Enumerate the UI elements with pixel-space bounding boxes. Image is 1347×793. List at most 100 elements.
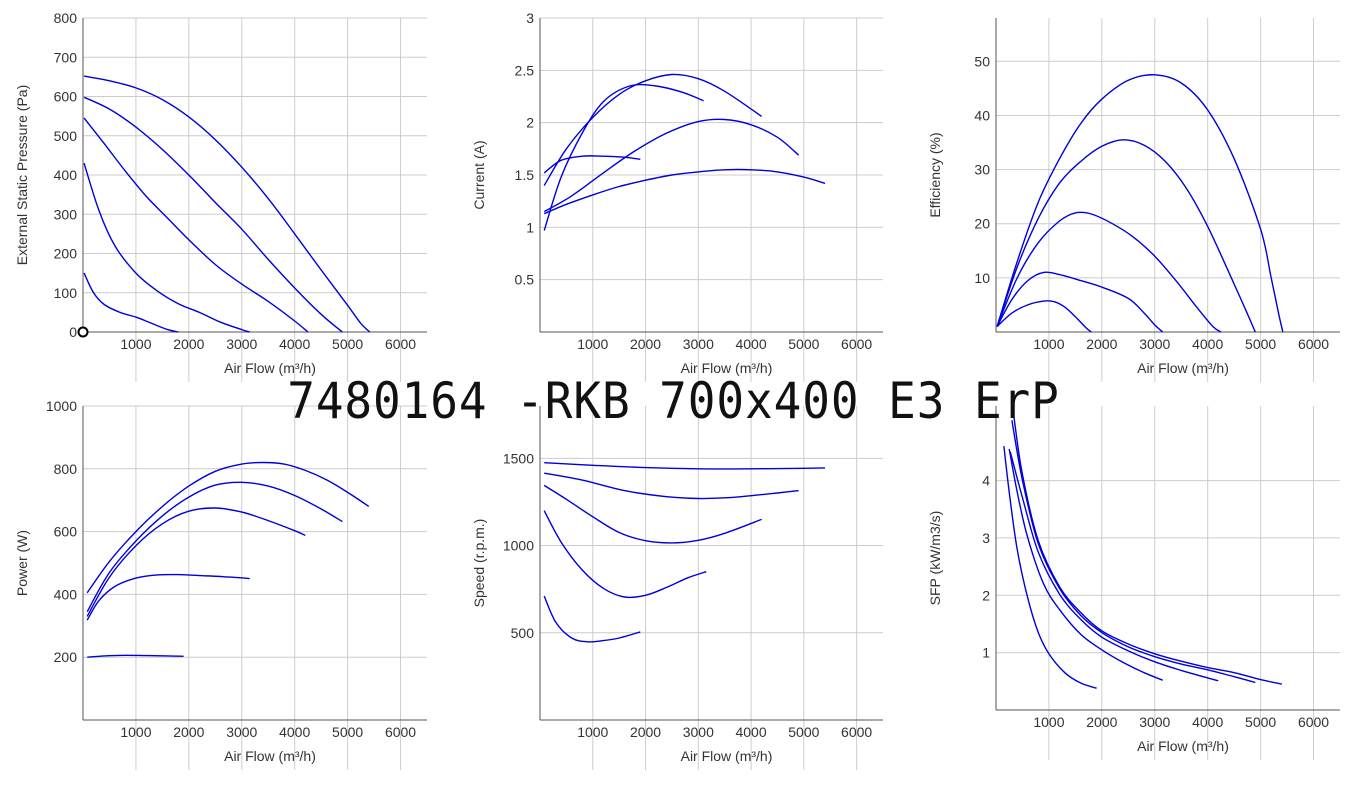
- x-axis-title: Air Flow (m³/h): [681, 360, 773, 376]
- series-line-3: [83, 117, 309, 333]
- chart-sfp: 1000 2000 3000 4000 5000 6000 1 2 3 4 Air Flow (m³…: [927, 406, 1340, 760]
- series-line-4: [1008, 448, 1163, 681]
- x-tick-label: 3000: [683, 336, 714, 352]
- series-line-4: [996, 271, 1164, 333]
- x-tick-label: 2000: [173, 336, 204, 352]
- x-tick-label: 5000: [1245, 714, 1276, 730]
- y-tick-label: 200: [54, 246, 78, 262]
- x-tick-label: 4000: [279, 336, 310, 352]
- series-line-1: [83, 75, 371, 333]
- y-tick-label: 400: [54, 167, 78, 183]
- chart-current: 1000 2000 3000 4000 5000 6000 0.5 1 1.5 2 2.5 3 Air …: [471, 10, 883, 382]
- x-tick-label: 6000: [385, 724, 416, 740]
- y-tick-label: 400: [54, 586, 78, 602]
- y-tick-label: 3: [526, 10, 534, 26]
- y-axis-title: Efficiency (%): [927, 132, 943, 217]
- y-axis-title: Power (W): [14, 530, 30, 596]
- x-tick-label: 2000: [630, 336, 661, 352]
- y-axis-title: External Static Pressure (Pa): [14, 85, 30, 266]
- x-tick-label: 4000: [1192, 336, 1223, 352]
- y-tick-label: 200: [54, 649, 78, 665]
- series-line-2: [83, 96, 343, 333]
- y-axis-title: Speed (r.p.m.): [471, 519, 487, 608]
- y-tick-label: 100: [54, 285, 78, 301]
- y-tick-label: 500: [54, 128, 78, 144]
- x-tick-label: 2000: [173, 724, 204, 740]
- series-line-3: [543, 73, 762, 186]
- y-axis-title: Current (A): [471, 140, 487, 209]
- y-axis-title: SFP (kW/m3/s): [927, 511, 943, 606]
- series-line-1: [996, 74, 1284, 333]
- series-line-2: [996, 139, 1256, 333]
- y-tick-label: 600: [54, 89, 78, 105]
- x-tick-label: 2000: [1086, 336, 1117, 352]
- y-tick-label: 1000: [503, 538, 534, 554]
- series-line-5: [996, 300, 1092, 333]
- x-tick-label: 1000: [120, 724, 151, 740]
- y-tick-label: 2.5: [515, 62, 535, 78]
- series-line-1: [544, 462, 826, 470]
- series-line-5: [543, 595, 641, 643]
- series-line-5: [87, 654, 184, 658]
- x-tick-label: 2000: [630, 724, 661, 740]
- y-tick-label: 700: [54, 49, 78, 65]
- x-axis-title: Air Flow (m³/h): [224, 748, 316, 764]
- x-tick-label: 6000: [1298, 714, 1329, 730]
- x-tick-label: 4000: [735, 724, 766, 740]
- x-tick-label: 6000: [841, 724, 872, 740]
- x-tick-label: 5000: [332, 724, 363, 740]
- y-tick-label: 1500: [503, 450, 534, 466]
- x-axis-title: Air Flow (m³/h): [1137, 360, 1229, 376]
- y-tick-label: 0.5: [515, 272, 535, 288]
- y-tick-label: 50: [974, 53, 990, 69]
- series-line-2: [1011, 420, 1256, 684]
- series-line-2: [543, 118, 800, 213]
- series-line-1: [543, 168, 826, 215]
- operating-point-marker: [77, 326, 89, 338]
- x-tick-label: 1000: [1033, 714, 1064, 730]
- x-tick-label: 3000: [1139, 336, 1170, 352]
- series-line-4: [83, 162, 250, 333]
- series-line-3: [996, 211, 1222, 333]
- series-line-5: [1003, 446, 1097, 689]
- y-tick-label: 40: [974, 107, 990, 123]
- series-line-4: [543, 510, 707, 599]
- y-tick-label: 300: [54, 206, 78, 222]
- series-line-2: [86, 481, 343, 613]
- x-axis-title: Air Flow (m³/h): [224, 360, 316, 376]
- y-tick-label: 4: [982, 473, 990, 489]
- y-tick-label: 800: [54, 10, 78, 26]
- series-line-1: [86, 461, 370, 594]
- series-line-4: [86, 573, 250, 621]
- y-tick-label: 1000: [46, 398, 77, 414]
- series-line-3: [543, 484, 762, 544]
- x-tick-label: 2000: [1086, 714, 1117, 730]
- x-axis-title: Air Flow (m³/h): [681, 748, 773, 764]
- page-title: 7480164 -RKB 700x400 E3 ErP: [287, 372, 1060, 430]
- series-line-2: [544, 472, 799, 500]
- x-tick-label: 5000: [788, 336, 819, 352]
- x-tick-label: 3000: [226, 336, 257, 352]
- x-tick-label: 6000: [841, 336, 872, 352]
- x-tick-label: 6000: [1298, 336, 1329, 352]
- chart-efficiency: 1000 2000 3000 4000 5000 6000 10 20 30 40 50 Air Fl…: [927, 18, 1340, 382]
- y-tick-label: 3: [982, 530, 990, 546]
- x-tick-label: 4000: [1192, 714, 1223, 730]
- chart-power: 1000 2000 3000 4000 5000 6000 200 400 600 800 1000…: [14, 398, 427, 770]
- x-tick-label: 3000: [1139, 714, 1170, 730]
- x-tick-label: 1000: [120, 336, 151, 352]
- y-tick-label: 2: [982, 587, 990, 603]
- x-tick-label: 3000: [226, 724, 257, 740]
- y-tick-label: 600: [54, 524, 78, 540]
- y-tick-label: 1.5: [515, 167, 535, 183]
- y-tick-label: 20: [974, 216, 990, 232]
- series-line-1: [1013, 417, 1282, 685]
- x-tick-label: 5000: [788, 724, 819, 740]
- y-tick-label: 0: [69, 324, 77, 340]
- x-tick-label: 5000: [1245, 336, 1276, 352]
- x-tick-label: 5000: [332, 336, 363, 352]
- series-line-4: [543, 83, 704, 231]
- x-tick-label: 1000: [1033, 336, 1064, 352]
- x-tick-label: 1000: [577, 336, 608, 352]
